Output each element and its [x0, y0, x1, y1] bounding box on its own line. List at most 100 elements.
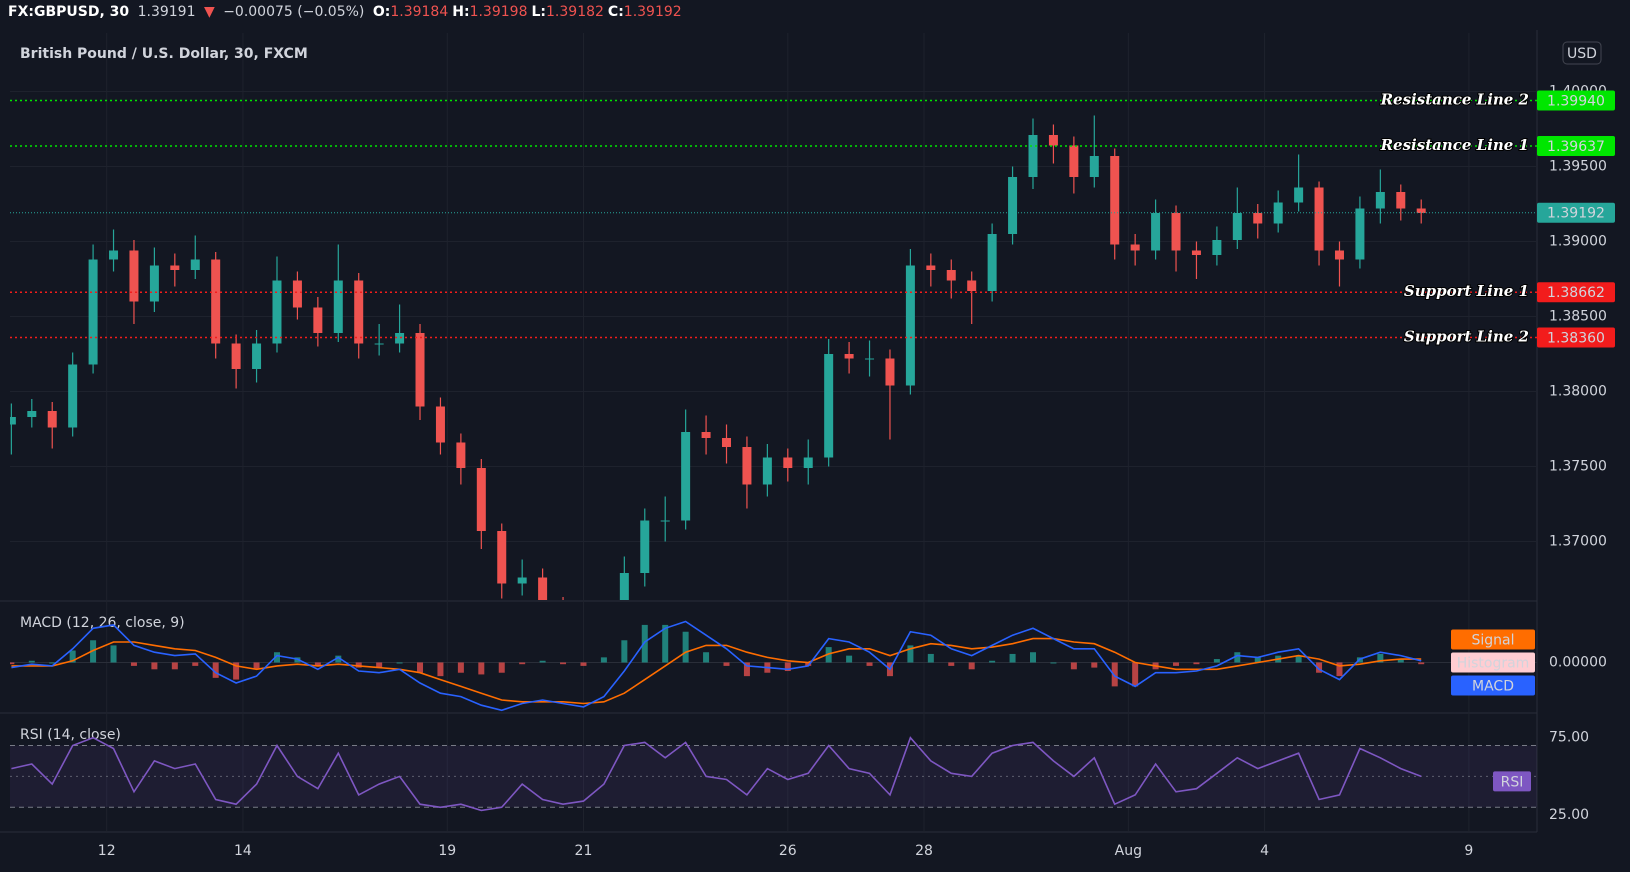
histogram-bar [1336, 662, 1343, 677]
histogram-bar [866, 662, 873, 666]
candle-body [27, 411, 37, 417]
candle-body [681, 432, 691, 521]
histogram-bar [1050, 662, 1057, 664]
histogram-bar [580, 662, 587, 666]
histogram-bar [253, 662, 260, 670]
candle-body [660, 520, 670, 522]
candle-body [1334, 250, 1344, 260]
histogram-bar [1111, 662, 1118, 687]
candle-body [1294, 187, 1304, 203]
candle-body [1048, 135, 1058, 146]
candle-body [803, 457, 813, 468]
last-price: 1.39191 [137, 4, 196, 20]
plot-background [0, 30, 1630, 872]
candle-body [252, 343, 262, 369]
histogram-bar [560, 662, 567, 665]
level-box [1537, 282, 1615, 303]
level-box [1537, 135, 1615, 156]
legend-tag: Signal [1471, 632, 1514, 648]
histogram-bar [1418, 662, 1425, 665]
ohlc-label: O: [372, 4, 391, 20]
candle-body [619, 573, 629, 600]
x-tick-label: 26 [779, 843, 797, 859]
candle-body [742, 447, 752, 485]
level-box [1537, 90, 1615, 111]
candle-body [1253, 213, 1263, 224]
candle-body [1314, 187, 1324, 251]
symbol: FX:GBPUSD, 30 [8, 4, 130, 20]
level-name: Resistance Line 1 [1380, 136, 1529, 154]
change-arrow: ▼ [203, 4, 215, 20]
histogram-bar [396, 662, 403, 664]
histogram-bar [1377, 653, 1384, 663]
legend-tag: RSI [1501, 774, 1524, 790]
histogram-bar [1213, 659, 1220, 663]
change: −0.00075 (−0.05%) [223, 4, 365, 20]
candle-body [190, 259, 200, 270]
ohlc-value: 1.39198 [469, 4, 528, 20]
candle-body [946, 270, 956, 281]
candle-body [517, 577, 527, 584]
ohlc-value: 1.39192 [623, 4, 682, 20]
candle-body [844, 354, 854, 359]
pane-title: RSI (14, close) [20, 727, 121, 743]
candle-body [435, 406, 445, 443]
y-tick-label: 0.00000 [1549, 654, 1607, 670]
candle-body [313, 307, 323, 333]
y-tick-label: 1.39500 [1549, 159, 1607, 175]
y-tick-label: 1.37000 [1549, 534, 1607, 550]
histogram-bar [723, 662, 730, 666]
series-line [11, 736, 1422, 812]
candle-body [170, 265, 180, 270]
candle-body [231, 343, 241, 369]
candle-body [415, 333, 425, 407]
histogram-bar [989, 660, 996, 663]
candle-body [129, 250, 139, 302]
candle-body [967, 280, 977, 291]
histogram-bar [968, 662, 975, 670]
histogram-bar [417, 662, 424, 673]
candle-body [292, 280, 302, 308]
histogram-bar [212, 662, 219, 678]
histogram-bar [662, 624, 669, 663]
histogram-bar [805, 662, 812, 666]
histogram-bar [1193, 662, 1200, 665]
candle-body [1375, 192, 1385, 209]
x-tick-label: 28 [915, 843, 933, 859]
symbol-header: FX:GBPUSD, 30 1.39191 ▼ −0.00075 (−0.05%… [8, 4, 690, 20]
level-label: 1.38360 [1547, 331, 1605, 347]
histogram-bar [703, 652, 710, 663]
ohlc-label: C: [607, 4, 624, 20]
ohlc: O:1.39184 H:1.39198 L:1.39182 C:1.39192 [373, 4, 686, 20]
candle-body [476, 468, 486, 531]
candle-body [865, 358, 875, 360]
level-label: 1.39940 [1547, 94, 1605, 110]
histogram-bar [1173, 662, 1180, 666]
candles [10, 115, 1426, 600]
candle-body [333, 280, 343, 333]
histogram-bar [825, 647, 832, 663]
histogram-bar [682, 631, 689, 663]
ohlc-value: 1.39182 [546, 4, 604, 20]
ohlc-label: L: [531, 4, 547, 20]
histogram-bar [927, 653, 934, 663]
histogram-bar [233, 662, 240, 680]
histogram-bar [314, 662, 321, 666]
histogram-bar [49, 662, 56, 664]
candle-body [1212, 240, 1222, 255]
histogram-bar [1295, 655, 1302, 663]
y-tick-label: 1.37500 [1549, 459, 1607, 475]
candle-body [1089, 156, 1099, 177]
histogram-bar [110, 645, 117, 663]
candle-body [885, 358, 895, 386]
last-price-label-box [1537, 202, 1615, 223]
histogram-bar [784, 662, 791, 672]
candle-body [1110, 156, 1120, 245]
candle-body [456, 442, 466, 468]
histogram-bar [907, 645, 914, 663]
histogram-bar [1070, 662, 1077, 670]
candle-body [149, 265, 159, 302]
histogram-bar [1234, 652, 1241, 663]
histogram-bar [1397, 659, 1404, 663]
